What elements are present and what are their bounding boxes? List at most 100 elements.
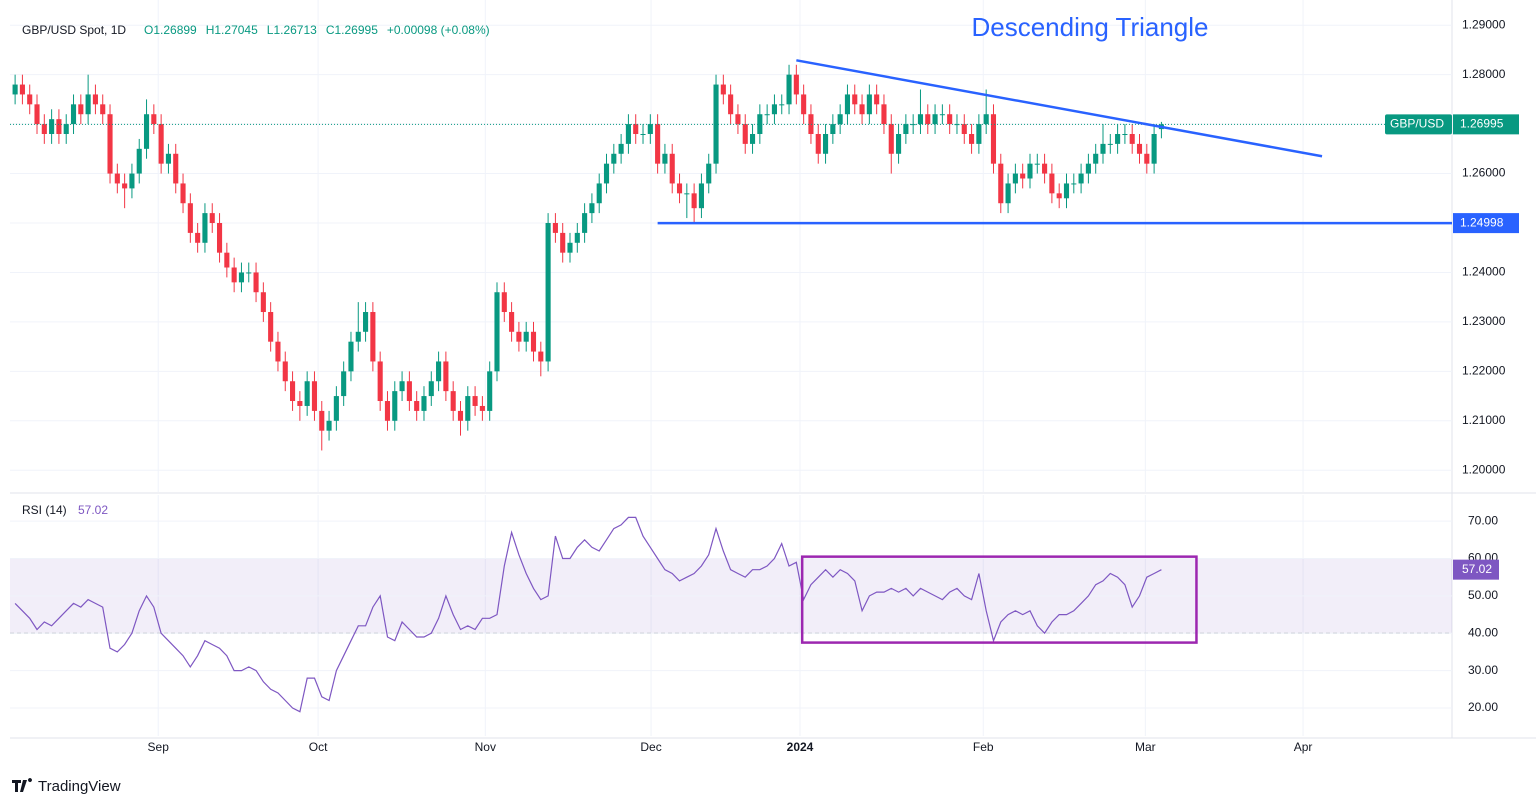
candle-body — [384, 401, 391, 421]
candle-body — [793, 74, 799, 95]
candle-body — [49, 119, 55, 135]
candle-body — [1093, 153, 1099, 164]
candle-body — [457, 410, 464, 421]
candle-body — [78, 104, 84, 115]
candle-body — [1049, 173, 1055, 194]
candle-body — [19, 84, 25, 95]
candle-body — [713, 84, 719, 164]
candle-body — [56, 119, 62, 135]
candle-body — [633, 124, 639, 135]
candle-body — [786, 74, 792, 105]
candle-body — [304, 381, 310, 406]
y-tick-label: 1.26000 — [1462, 166, 1506, 180]
candle-body — [414, 401, 420, 411]
candle-body — [465, 396, 471, 421]
rsi-badge-label: 57.02 — [1462, 562, 1492, 576]
candle-body — [837, 114, 843, 125]
candle-body — [749, 134, 756, 144]
candle-body — [1078, 173, 1084, 184]
candle-body — [275, 341, 281, 362]
support-badge-label: 1.24998 — [1460, 215, 1504, 229]
candle-body — [421, 396, 427, 411]
candle-body — [1020, 173, 1026, 179]
candle-body — [143, 114, 150, 149]
candle-body — [443, 361, 449, 392]
candle-body — [151, 114, 157, 125]
legend-value: L1.26713 — [267, 23, 317, 37]
candle-body — [1063, 183, 1070, 199]
legend-value: H1.27045 — [206, 23, 258, 37]
candle-body — [611, 153, 617, 164]
candle-body — [231, 267, 237, 283]
candle-body — [523, 331, 529, 342]
logo-icon — [12, 778, 32, 792]
candle-body — [487, 371, 493, 411]
candle-body — [348, 341, 354, 372]
annotation-title: Descending Triangle — [971, 12, 1208, 42]
candle-body — [180, 183, 186, 204]
legend-value: +0.00098 (+0.08%) — [387, 23, 490, 37]
x-tick-label: Mar — [1135, 740, 1156, 754]
candle-body — [947, 114, 953, 125]
rsi-line — [14, 516, 1162, 713]
candle-body — [538, 351, 544, 362]
candle-body — [41, 124, 47, 135]
candle-body — [976, 124, 982, 144]
candle-body — [903, 124, 909, 135]
y-tick-label: 1.29000 — [1462, 17, 1506, 31]
price-badge-name-label: GBP/USD — [1390, 117, 1444, 131]
candle-body — [1056, 193, 1062, 199]
candle-body — [70, 104, 77, 125]
candle-body — [224, 252, 230, 268]
candle-body — [436, 361, 442, 382]
candle-body — [830, 124, 836, 135]
price-badge-name — [1385, 114, 1452, 135]
candle-body — [669, 153, 675, 184]
price-badge-label: 1.26995 — [1460, 117, 1504, 131]
candle-body — [187, 203, 193, 233]
candle-body — [1122, 134, 1128, 136]
candle-body — [158, 124, 164, 164]
candle-body — [808, 114, 814, 135]
candle-body — [589, 203, 595, 214]
candle-body — [618, 143, 624, 154]
x-tick-label: Oct — [309, 740, 328, 754]
candle-body — [428, 381, 434, 397]
candle-body — [173, 153, 179, 184]
candle-body — [706, 163, 712, 184]
candle-body — [954, 124, 960, 126]
candle-body — [377, 361, 383, 402]
legend-symbol: GBP/USD Spot, 1D — [22, 23, 126, 37]
candle-body — [355, 331, 361, 342]
candle-body — [363, 312, 369, 332]
candle-body — [764, 114, 770, 116]
candle-body — [757, 114, 763, 135]
candle-body — [114, 173, 120, 184]
candle-body — [844, 94, 851, 115]
candle-body — [662, 153, 668, 164]
x-tick-label: Dec — [640, 740, 661, 754]
rsi-badge — [1453, 559, 1499, 580]
candle-body — [961, 124, 967, 135]
candle-body — [472, 396, 478, 406]
candle-body — [1151, 134, 1157, 164]
candle-body — [874, 94, 880, 105]
candle-body — [1107, 143, 1113, 145]
y-tick-label: 70.00 — [1468, 513, 1498, 527]
x-tick-label: Sep — [148, 740, 170, 754]
x-tick-label: Apr — [1294, 740, 1313, 754]
candle-body — [545, 223, 551, 362]
candle-body — [1012, 173, 1018, 184]
price-badge — [1453, 114, 1519, 135]
candle-body — [290, 381, 296, 402]
candle-body — [100, 104, 106, 115]
candle-body — [479, 405, 485, 411]
candle-body — [209, 213, 215, 224]
candle-body — [1100, 143, 1106, 154]
candle-body — [625, 124, 631, 144]
candle-body — [779, 104, 785, 106]
candle-body — [801, 94, 807, 115]
x-tick-label: Nov — [475, 740, 496, 754]
candle-body — [1136, 143, 1143, 154]
